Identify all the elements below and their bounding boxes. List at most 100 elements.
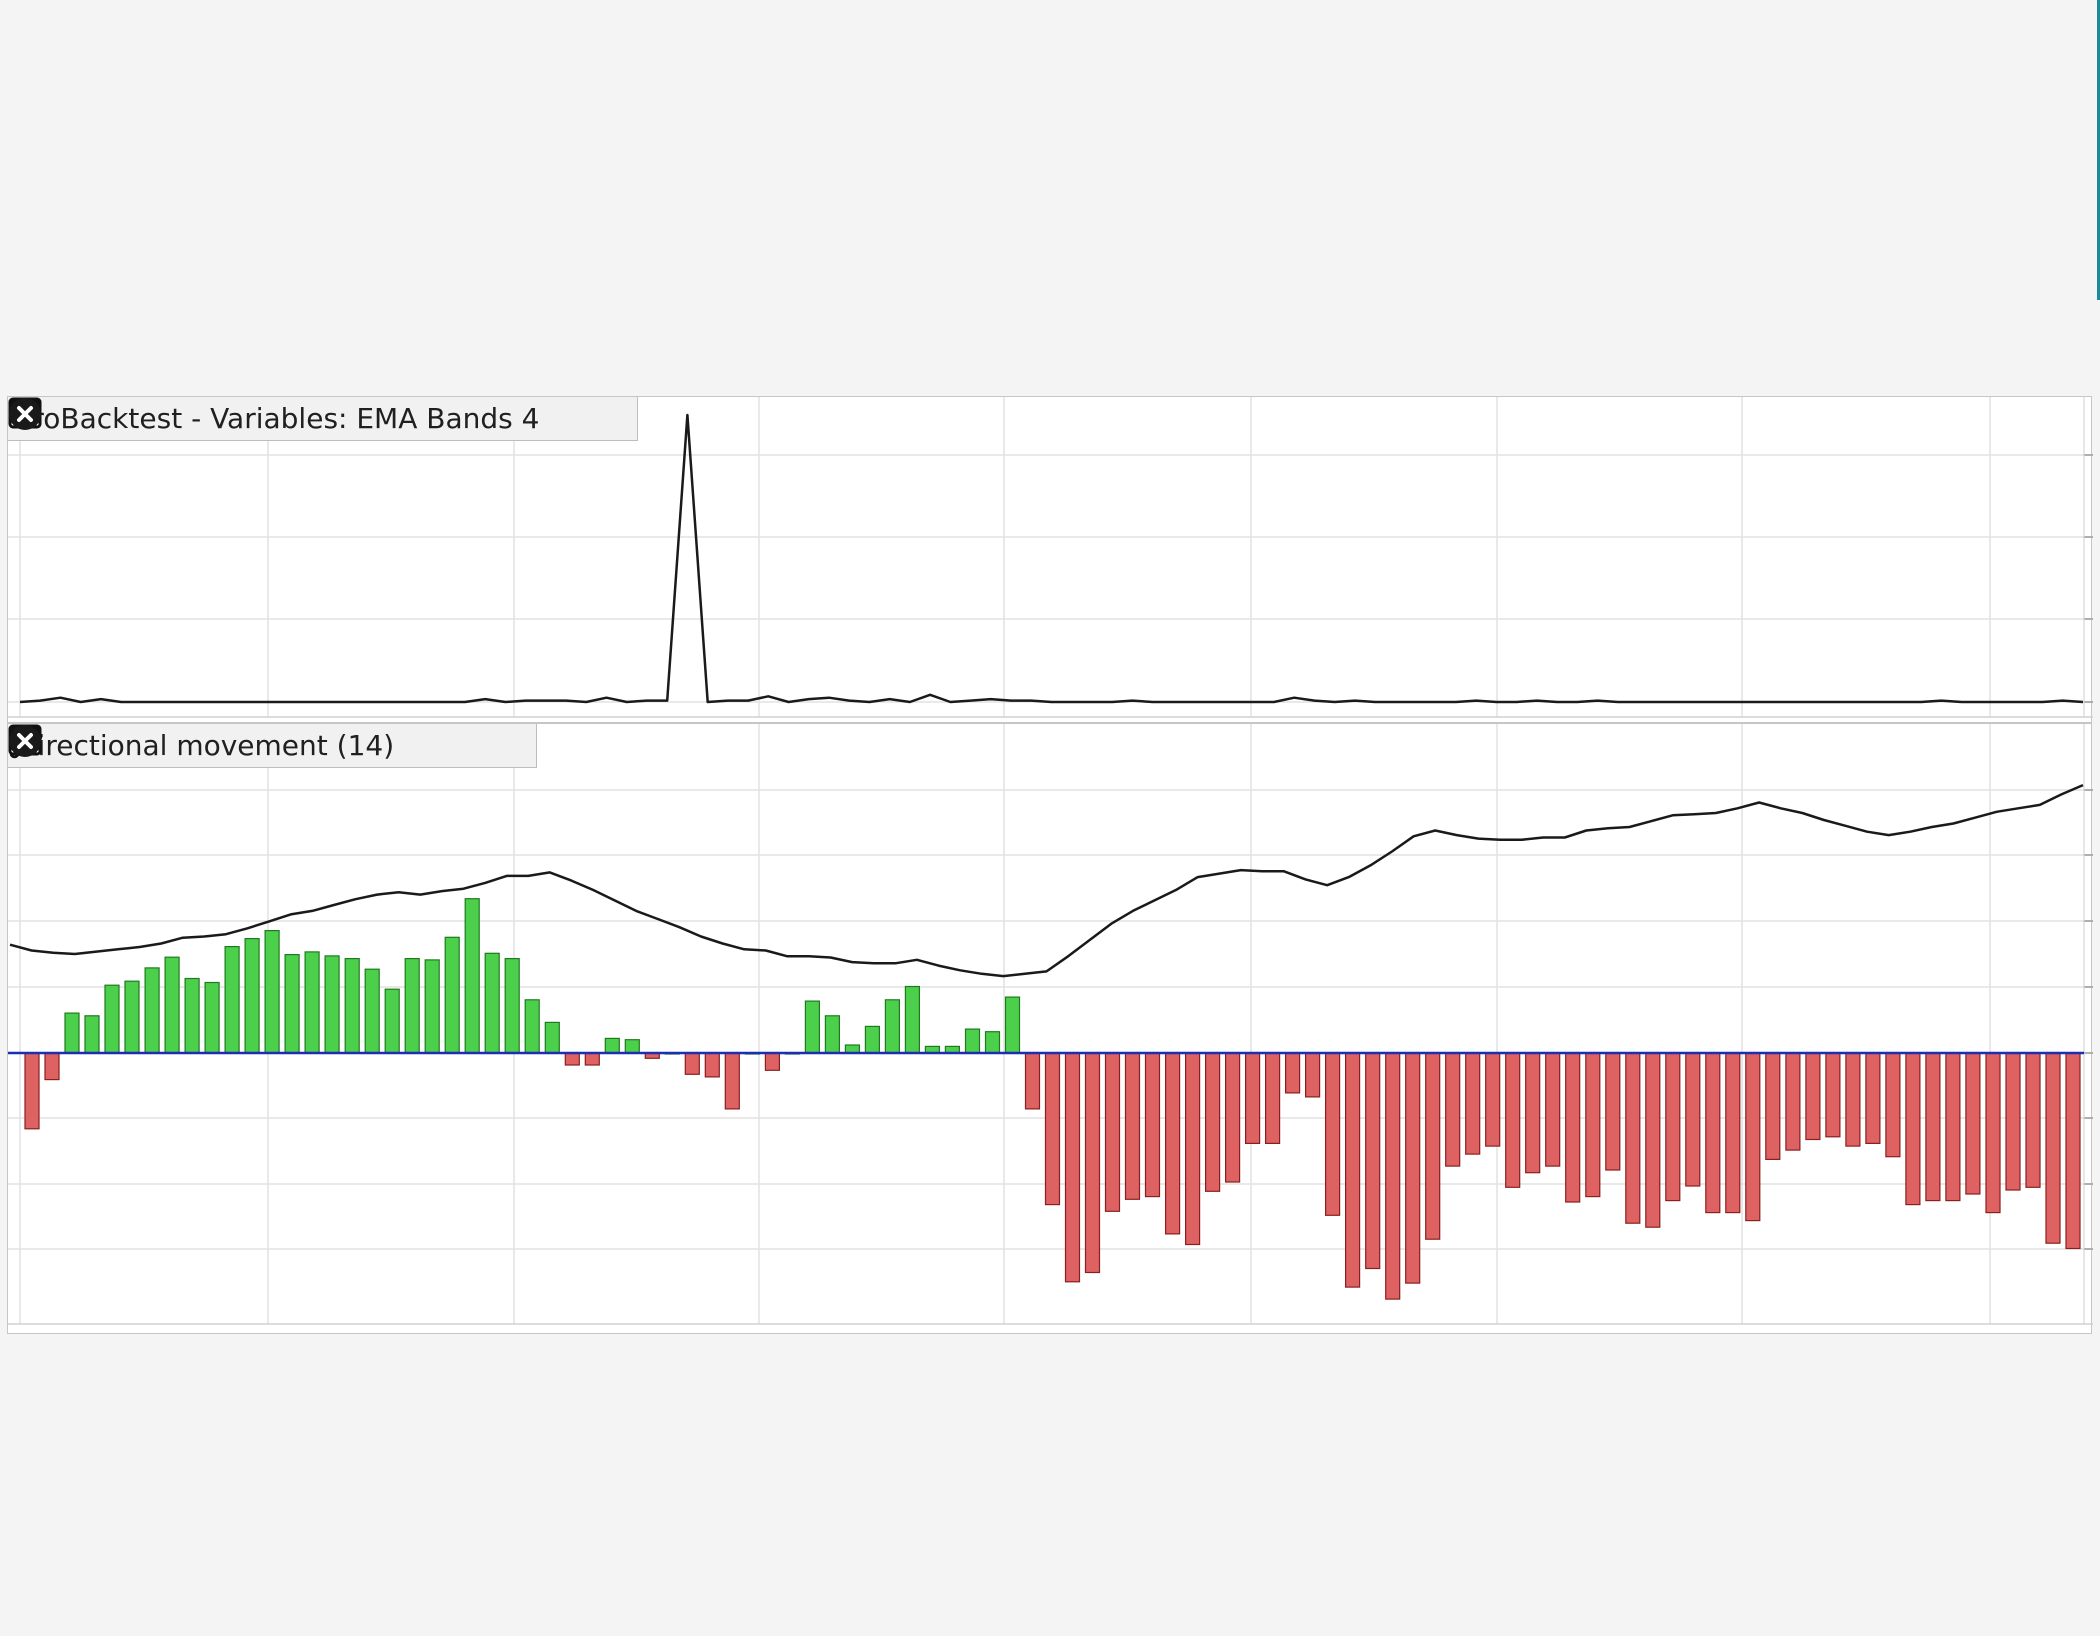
- negative-bar: [44, 1052, 60, 1081]
- negative-bar: [1465, 1052, 1481, 1155]
- positive-bar: [904, 985, 921, 1054]
- negative-bar: [2005, 1052, 2021, 1191]
- negative-bar: [1765, 1052, 1781, 1161]
- wrench-icon[interactable]: [9, 725, 438, 765]
- positive-bar: [344, 958, 360, 1054]
- positive-bar: [284, 954, 300, 1054]
- negative-bar: [704, 1052, 720, 1078]
- negative-bar: [1645, 1052, 1661, 1228]
- positive-bar: [1004, 996, 1021, 1054]
- positive-bar: [444, 936, 460, 1054]
- negative-bar: [2065, 1052, 2081, 1250]
- negative-bar: [1565, 1052, 1581, 1203]
- negative-bar: [24, 1052, 40, 1130]
- grid-lines: [8, 724, 2093, 1324]
- directional-movement-chart: [8, 724, 2093, 1325]
- probacktest-chart: [8, 397, 2093, 718]
- negative-bar: [1204, 1052, 1221, 1192]
- positive-bar: [84, 1015, 100, 1054]
- positive-bar: [384, 988, 400, 1054]
- positive-bar: [964, 1028, 981, 1054]
- negative-bar: [1344, 1052, 1361, 1288]
- window-edge-accent: [2097, 0, 2100, 300]
- negative-bar: [1725, 1052, 1741, 1214]
- panel-title: Directional movement (14): [16, 729, 395, 762]
- negative-bar: [2045, 1052, 2061, 1244]
- close-icon[interactable]: [9, 725, 526, 765]
- positive-bar: [124, 980, 140, 1054]
- negative-bar: [1405, 1052, 1421, 1284]
- grid-lines: [8, 397, 2093, 717]
- negative-bar: [1264, 1052, 1281, 1145]
- negative-bar: [1965, 1052, 1981, 1195]
- positive-bar: [144, 967, 160, 1054]
- adx-line: [9, 783, 2084, 978]
- close-icon[interactable]: [9, 398, 627, 438]
- negative-bar: [1445, 1052, 1461, 1167]
- positive-bar: [404, 958, 420, 1054]
- probacktest-panel: ProBacktest - Variables: EMA Bands 4: [7, 396, 2093, 723]
- positive-bar: [204, 981, 220, 1054]
- negative-bar: [1224, 1052, 1241, 1183]
- negative-bar: [1304, 1052, 1321, 1098]
- negative-bar: [1164, 1052, 1181, 1235]
- directional-movement-panel: Directional movement (14): [7, 723, 2093, 1334]
- positive-bar: [864, 1025, 881, 1054]
- positive-bar: [624, 1039, 640, 1054]
- negative-bar: [764, 1052, 781, 1071]
- negative-bar: [1084, 1052, 1101, 1274]
- negative-bar: [1805, 1052, 1821, 1141]
- negative-bar: [1505, 1052, 1521, 1188]
- positive-bar: [824, 1015, 841, 1054]
- negative-bar: [1605, 1052, 1621, 1171]
- negative-bar: [1485, 1052, 1501, 1147]
- positive-bar: [544, 1021, 560, 1054]
- negative-bar: [564, 1052, 580, 1066]
- negative-bar: [724, 1052, 740, 1110]
- negative-bar: [1244, 1052, 1261, 1145]
- positive-bar: [224, 946, 240, 1054]
- window-icon[interactable]: [8, 724, 482, 765]
- negative-bar: [1545, 1052, 1561, 1167]
- negative-bar: [1865, 1052, 1881, 1145]
- positive-bar: [164, 956, 180, 1054]
- positive-bar: [604, 1037, 620, 1054]
- probacktest-panel-header: ProBacktest - Variables: EMA Bands 4: [8, 397, 639, 441]
- negative-bar: [1585, 1052, 1601, 1198]
- positive-bar: [884, 999, 901, 1054]
- negative-bar: [1625, 1052, 1641, 1224]
- positive-bar: [64, 1012, 80, 1054]
- positive-bar: [464, 898, 480, 1054]
- negative-bar: [1385, 1052, 1401, 1300]
- negative-bar: [1064, 1052, 1081, 1283]
- negative-bar: [1365, 1052, 1381, 1270]
- negative-bar: [1284, 1052, 1301, 1094]
- positive-bar: [524, 999, 540, 1054]
- negative-bar: [1104, 1052, 1121, 1212]
- negative-bar: [1785, 1052, 1801, 1151]
- negative-bar: [2025, 1052, 2041, 1188]
- positive-bar: [484, 952, 500, 1054]
- directional-movement-panel-header: Directional movement (14): [8, 724, 538, 768]
- positive-bar: [264, 930, 280, 1054]
- directional-bars: [24, 898, 2081, 1300]
- positive-bar: [304, 951, 320, 1054]
- panel-title: ProBacktest - Variables: EMA Bands 4: [16, 402, 540, 435]
- negative-bar: [684, 1052, 700, 1075]
- negative-bar: [1425, 1052, 1441, 1240]
- positive-bar: [424, 959, 440, 1054]
- negative-bar: [1685, 1052, 1701, 1187]
- variable-line: [19, 413, 2084, 704]
- negative-bar: [1845, 1052, 1861, 1147]
- negative-bar: [1024, 1052, 1041, 1110]
- negative-bar: [1184, 1052, 1201, 1246]
- negative-bar: [1945, 1052, 1961, 1202]
- positive-bar: [244, 938, 260, 1054]
- negative-bar: [1905, 1052, 1921, 1206]
- negative-bar: [1324, 1052, 1341, 1216]
- negative-bar: [1745, 1052, 1761, 1222]
- positive-bar: [984, 1031, 1001, 1054]
- negative-bar: [1525, 1052, 1541, 1174]
- negative-bar: [1124, 1052, 1141, 1200]
- window-icon[interactable]: [8, 397, 583, 438]
